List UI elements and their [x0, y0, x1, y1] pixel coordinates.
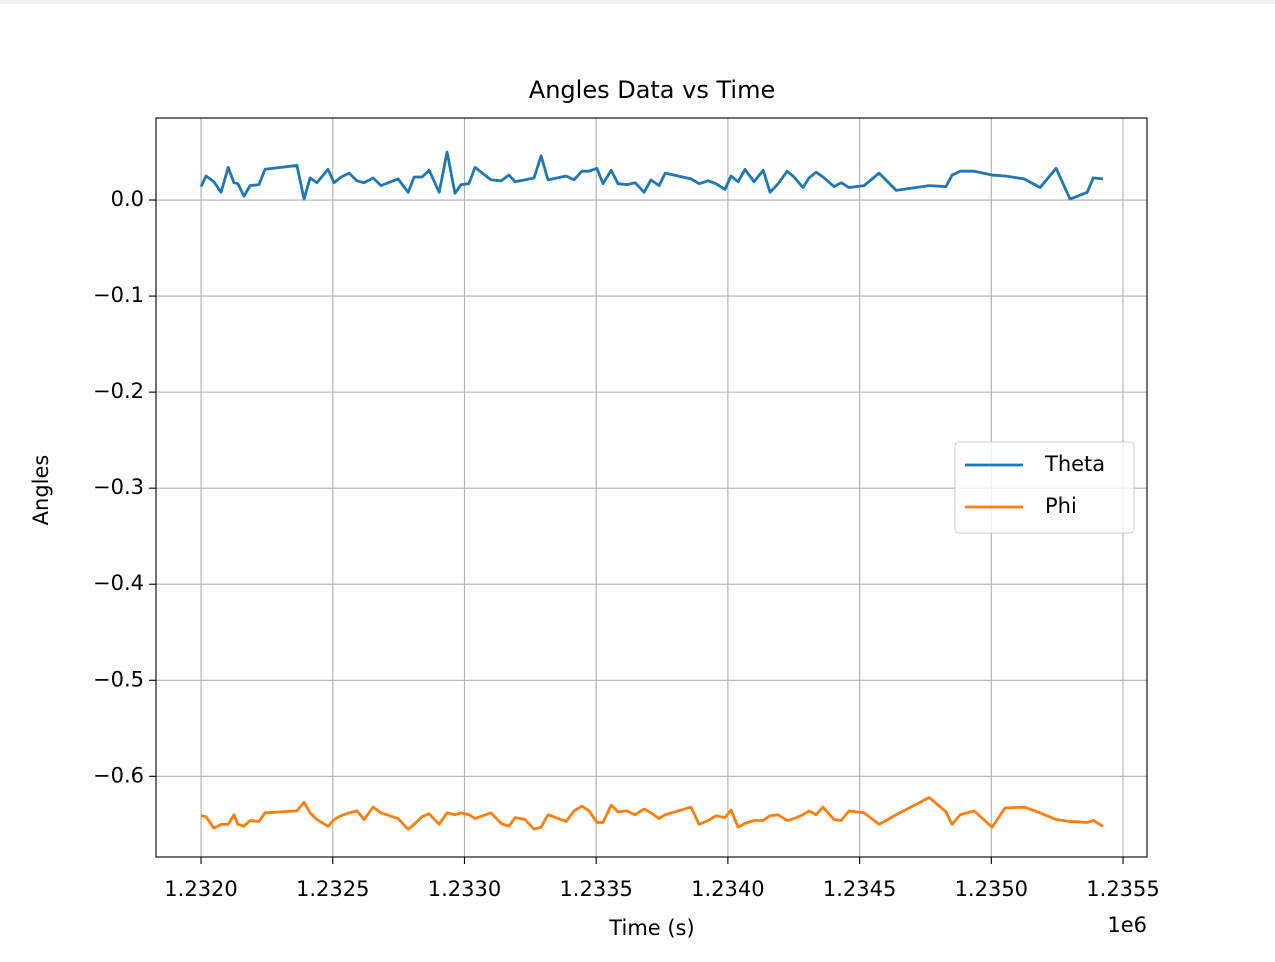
legend-label: Theta — [1044, 452, 1105, 476]
x-tick-label: 1.2340 — [691, 877, 764, 901]
legend-label: Phi — [1045, 494, 1077, 518]
top-bar — [0, 0, 1275, 4]
y-tick-label: −0.2 — [93, 379, 144, 403]
x-tick-label: 1.2320 — [164, 877, 237, 901]
y-axis-label: Angles — [29, 455, 53, 526]
x-tick-label: 1.2350 — [955, 877, 1028, 901]
x-tick-label: 1.2355 — [1086, 877, 1159, 901]
y-tick-label: −0.6 — [93, 763, 144, 787]
y-tick-label: −0.5 — [93, 667, 144, 691]
y-tick-label: −0.4 — [93, 571, 144, 595]
x-tick-label: 1.2330 — [428, 877, 501, 901]
x-tick-label: 1.2325 — [296, 877, 369, 901]
series-line — [199, 150, 1104, 201]
y-tick-label: −0.1 — [93, 283, 144, 307]
x-offset-label: 1e6 — [1107, 913, 1147, 937]
x-axis-label: Time (s) — [608, 916, 694, 940]
plot-frame — [155, 117, 1148, 858]
series-line — [200, 796, 1104, 831]
y-tick-label: −0.3 — [93, 475, 144, 499]
x-tick-label: 1.2335 — [559, 877, 632, 901]
y-tick-label: 0.0 — [111, 187, 144, 211]
x-tick-label: 1.2345 — [823, 877, 896, 901]
chart-title: Angles Data vs Time — [529, 76, 775, 104]
